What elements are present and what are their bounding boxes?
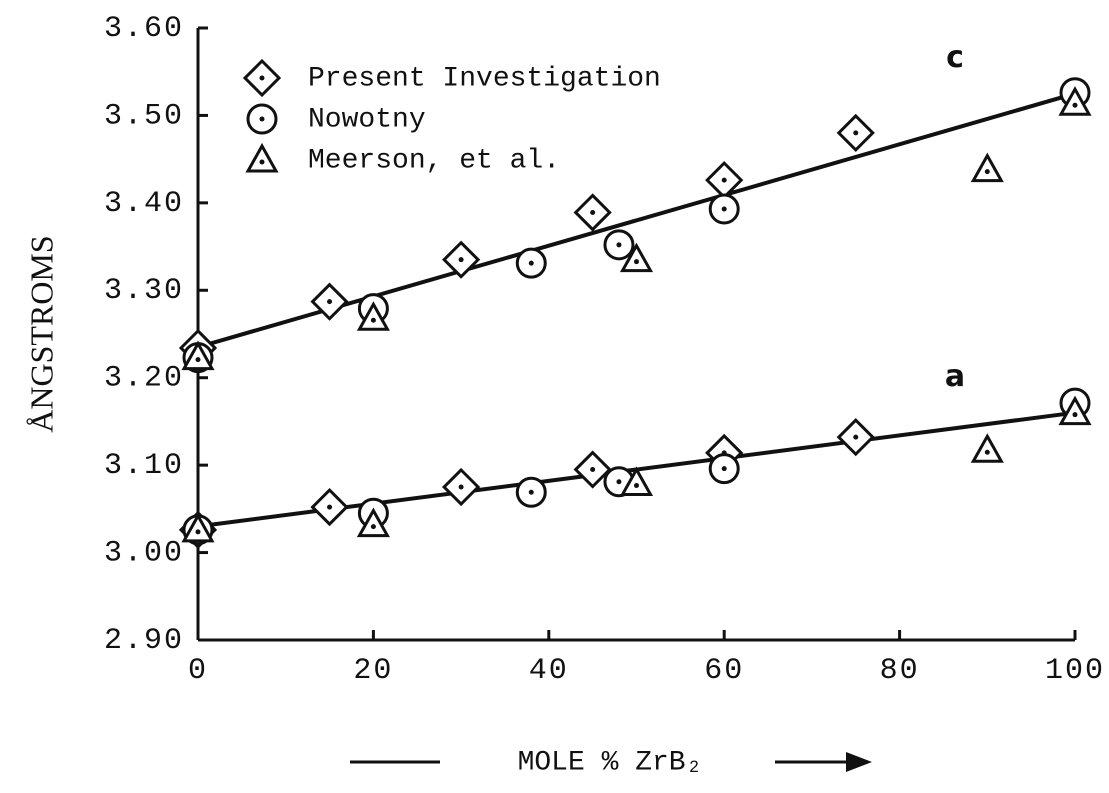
marker-shape: [619, 466, 654, 497]
x-tick-label: 40: [529, 654, 569, 688]
marker-dot: [634, 483, 639, 489]
data-point: [1058, 395, 1092, 426]
arrow-head: [846, 752, 872, 772]
marker-dot: [528, 260, 534, 266]
marker-shape: [1058, 395, 1092, 426]
data-point: [603, 229, 635, 261]
x-axis-label: MOLE % ZrB₂: [518, 747, 703, 778]
marker-dot: [616, 242, 622, 248]
marker-shape: [181, 512, 215, 543]
legend-label: Present Investigation: [308, 63, 661, 94]
marker-shape: [619, 242, 654, 273]
marker-shape: [356, 507, 390, 538]
legend-label: Meerson, et al.: [308, 145, 560, 176]
marker-dot: [721, 466, 727, 472]
data-point: [708, 453, 740, 485]
data-point: [619, 466, 654, 497]
marker-dot: [259, 159, 265, 165]
marker-dot: [984, 169, 990, 175]
marker-dot: [721, 177, 727, 183]
legend-label: Nowotny: [308, 104, 426, 135]
marker-dot: [984, 449, 990, 455]
legend-item: Present Investigation: [242, 58, 661, 98]
data-point: [515, 247, 547, 279]
data-point: [970, 433, 1004, 463]
marker-dot: [370, 524, 376, 530]
marker-dot: [721, 206, 727, 212]
data-point: [573, 193, 612, 232]
marker-shape: [970, 152, 1004, 183]
marker-dot: [528, 489, 534, 495]
marker-shape: [970, 433, 1004, 463]
data-point: [356, 301, 390, 331]
data-point: [181, 340, 215, 371]
data-point: [836, 418, 875, 457]
marker-dot: [259, 116, 265, 122]
marker-shape: [181, 340, 215, 371]
y-tick-label: 3.50: [104, 99, 184, 133]
y-axis-label: ÅNGSTROMS: [23, 235, 59, 432]
y-tick-label: 2.90: [104, 624, 184, 658]
marker-dot: [370, 317, 376, 323]
x-tick-label: 100: [1045, 654, 1105, 688]
data-point: [441, 240, 481, 279]
marker-shape: [1058, 86, 1092, 116]
marker-dot: [853, 434, 859, 440]
marker-dot: [1072, 102, 1078, 108]
data-point: [310, 282, 349, 321]
line-label: a: [945, 359, 965, 394]
data-point: [356, 507, 390, 538]
marker-dot: [1072, 412, 1078, 418]
data-point: [310, 487, 349, 527]
marker-shape: [356, 301, 390, 331]
data-point: [836, 113, 875, 153]
data-point: [970, 152, 1004, 183]
data-point: [181, 512, 215, 543]
y-tick-label: 3.00: [104, 536, 184, 570]
y-tick-label: 3.30: [104, 274, 184, 308]
x-tick-label: 20: [353, 654, 393, 688]
legend-item: Meerson, et al.: [245, 142, 560, 176]
marker-dot: [458, 484, 464, 490]
marker-dot: [327, 504, 333, 510]
legend-item: Nowotny: [246, 103, 426, 135]
marker-dot: [634, 259, 639, 265]
marker-dot: [616, 479, 622, 485]
x-tick-label: 80: [880, 654, 920, 688]
data-point: [515, 476, 547, 508]
marker-dot: [590, 209, 596, 215]
data-point: [441, 467, 481, 507]
line-label: c: [946, 40, 964, 75]
y-tick-label: 3.60: [104, 12, 184, 46]
marker-shape: [245, 142, 279, 173]
y-tick-label: 3.10: [104, 449, 184, 483]
marker-dot: [590, 467, 596, 473]
y-tick-label: 3.20: [104, 362, 184, 396]
marker-dot: [327, 299, 333, 305]
marker-dot: [195, 529, 201, 535]
marker-dot: [458, 257, 464, 263]
x-tick-label: 0: [188, 654, 208, 688]
data-point: [619, 242, 654, 273]
data-point: [573, 450, 612, 489]
data-point: [708, 193, 740, 225]
y-tick-label: 3.40: [104, 187, 184, 221]
marker-dot: [853, 130, 859, 136]
marker-dot: [259, 75, 265, 81]
data-point: [1058, 86, 1092, 116]
marker-dot: [195, 357, 201, 363]
x-tick-label: 60: [704, 654, 744, 688]
